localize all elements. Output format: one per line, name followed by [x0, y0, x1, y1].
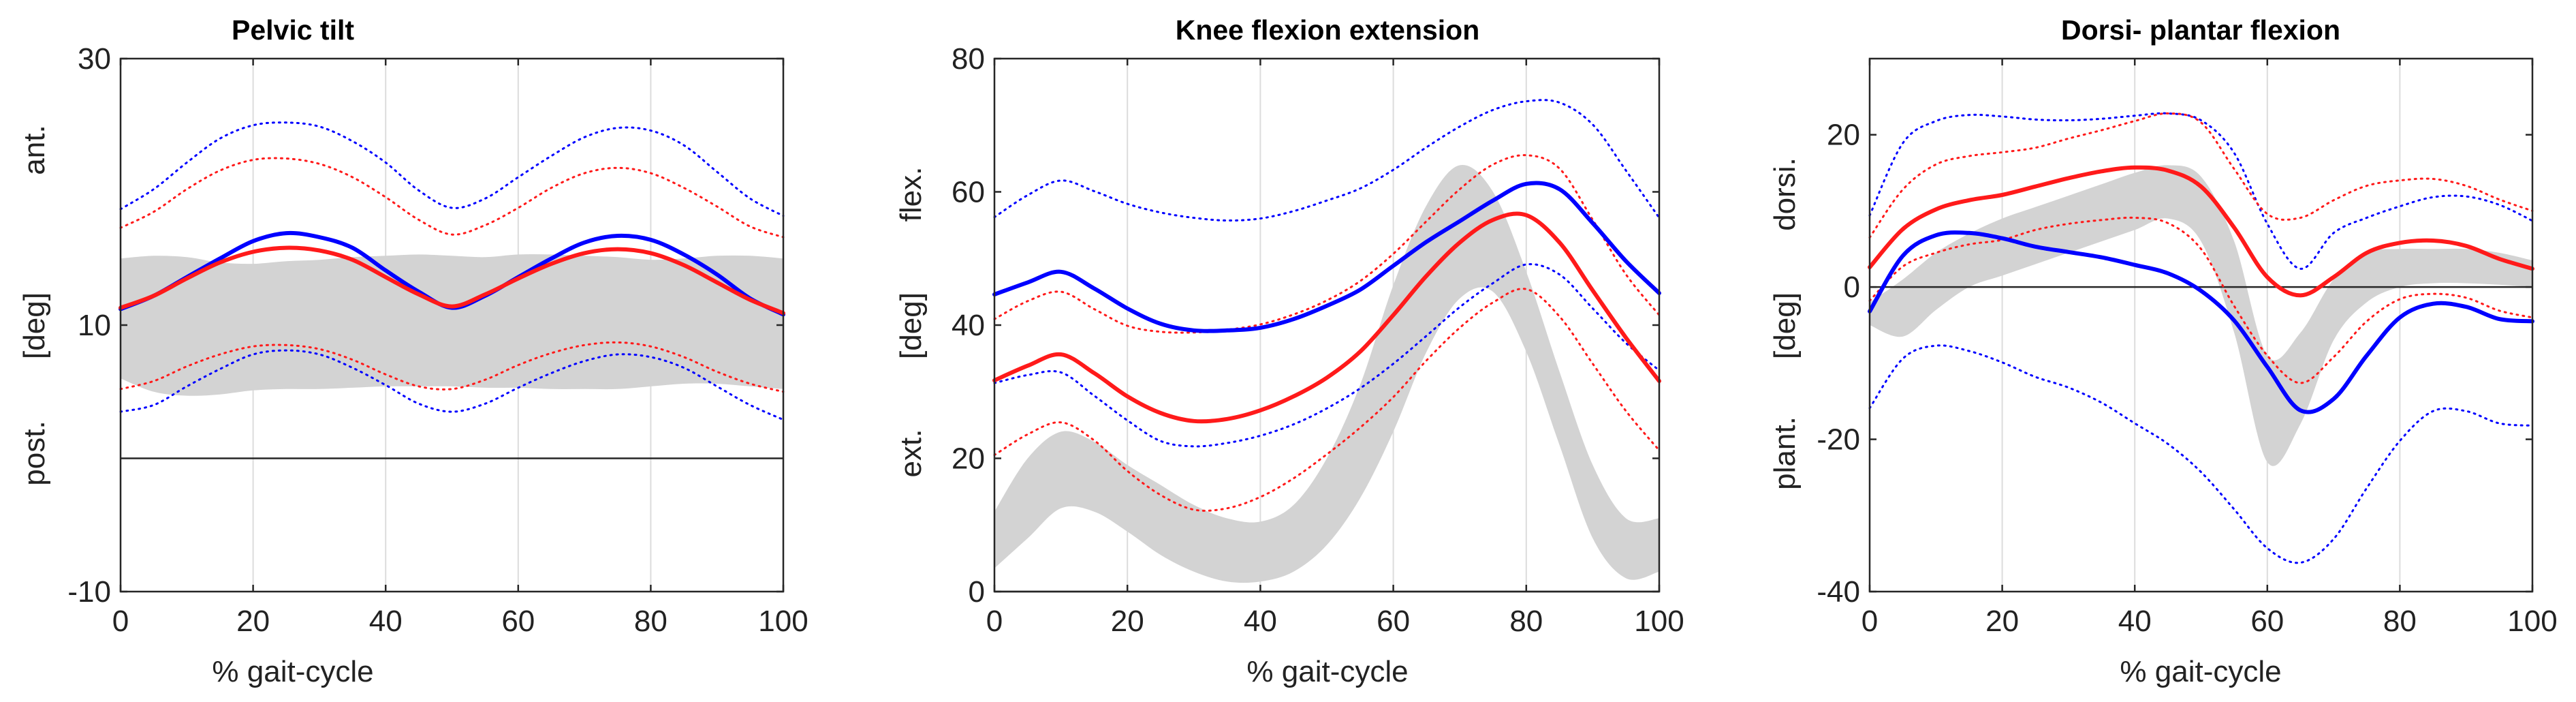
x-tick-label: 60	[1377, 605, 1410, 638]
series-right-lower	[993, 263, 1661, 448]
series-left	[992, 211, 1661, 424]
x-axis-label: % gait-cycle	[1246, 655, 1408, 688]
chart-title: Dorsi- plantar flexion	[2061, 14, 2340, 46]
series-left-lower	[993, 288, 1661, 512]
x-tick-label: 100	[758, 605, 808, 638]
series-right	[1868, 230, 2534, 414]
x-tick-label: 80	[1509, 605, 1543, 638]
x-tick-label: 60	[2250, 605, 2284, 638]
y-tick-label: 80	[952, 42, 985, 76]
plot-dorsi-plantar-flexion: 0 20 40 60 80 100 -40 -20 0 20	[1817, 57, 2558, 638]
series-right-lower	[1868, 344, 2534, 564]
x-tick-label: 40	[369, 605, 403, 638]
y-label-bottom: ext.	[894, 429, 928, 478]
series-left	[119, 245, 785, 316]
normal-band	[1870, 165, 2532, 466]
series-left-lower	[1868, 216, 2534, 384]
y-tick-label: -40	[1817, 575, 1860, 609]
x-tick-label: 40	[1244, 605, 1277, 638]
normal-band	[121, 254, 783, 396]
plot-pelvic-tilt: 0 20 40 60 80 100 -10 10 30	[67, 42, 808, 638]
x-axis-label: % gait-cycle	[212, 655, 373, 688]
x-tick-label: 20	[1111, 605, 1144, 638]
y-label-middle: [deg]	[18, 292, 51, 359]
y-tick-label: 40	[952, 309, 985, 342]
x-tick-label: 80	[634, 605, 667, 638]
series-left-upper	[1868, 112, 2534, 239]
x-tick-label: 100	[2507, 605, 2557, 638]
y-label-top: dorsi.	[1768, 157, 1802, 231]
normal-band	[994, 164, 1659, 583]
y-tick-label: -20	[1817, 423, 1860, 457]
y-tick-label: 10	[78, 309, 111, 342]
series-right-upper	[119, 121, 785, 217]
x-tick-label: 40	[2118, 605, 2152, 638]
x-tick-label: 0	[986, 605, 1003, 638]
y-tick-label: 30	[78, 42, 111, 76]
series-left-upper	[119, 157, 785, 239]
y-tick-label: 0	[969, 575, 985, 609]
x-tick-label: 0	[1862, 605, 1878, 638]
y-tick-label: 20	[952, 442, 985, 476]
panel-dorsi-plantar-flexion: Dorsi- plantar flexion % gait-cycle dors…	[1768, 14, 2340, 688]
chart-title: Knee flexion extension	[1176, 14, 1480, 46]
x-tick-label: 60	[501, 605, 535, 638]
y-label-top: flex.	[894, 167, 928, 222]
series-right-upper	[993, 99, 1661, 222]
x-tick-label: 20	[236, 605, 270, 638]
x-axis-label: % gait-cycle	[2120, 655, 2281, 688]
series-right-upper	[1868, 112, 2534, 270]
plot-knee-flexion-extension: 0 20 40 60 80 100 0 20 40 60 80	[952, 42, 1684, 638]
x-tick-label: 0	[112, 605, 129, 638]
series-right	[992, 181, 1661, 333]
y-tick-label: 20	[1827, 119, 1860, 152]
x-tick-label: 20	[1985, 605, 2019, 638]
chart-title: Pelvic tilt	[232, 14, 354, 46]
y-label-top: ant.	[18, 125, 51, 174]
series-left-lower	[119, 341, 785, 393]
panel-pelvic-tilt: Pelvic tilt % gait-cycle ant. [deg] post…	[18, 14, 374, 688]
axes-frame	[1868, 57, 2534, 593]
y-label-bottom: post.	[18, 421, 51, 485]
x-tick-label: 100	[1634, 605, 1684, 638]
y-label-bottom: plant.	[1768, 416, 1802, 490]
y-tick-label: -10	[67, 575, 111, 609]
y-tick-label: 0	[1844, 271, 1860, 304]
panel-knee-flexion-extension: Knee flexion extension % gait-cycle flex…	[894, 14, 1479, 688]
y-tick-label: 60	[952, 176, 985, 209]
y-label-middle: [deg]	[894, 292, 928, 359]
series-left	[1868, 165, 2534, 298]
y-label-middle: [deg]	[1768, 292, 1802, 359]
x-tick-label: 80	[2383, 605, 2417, 638]
